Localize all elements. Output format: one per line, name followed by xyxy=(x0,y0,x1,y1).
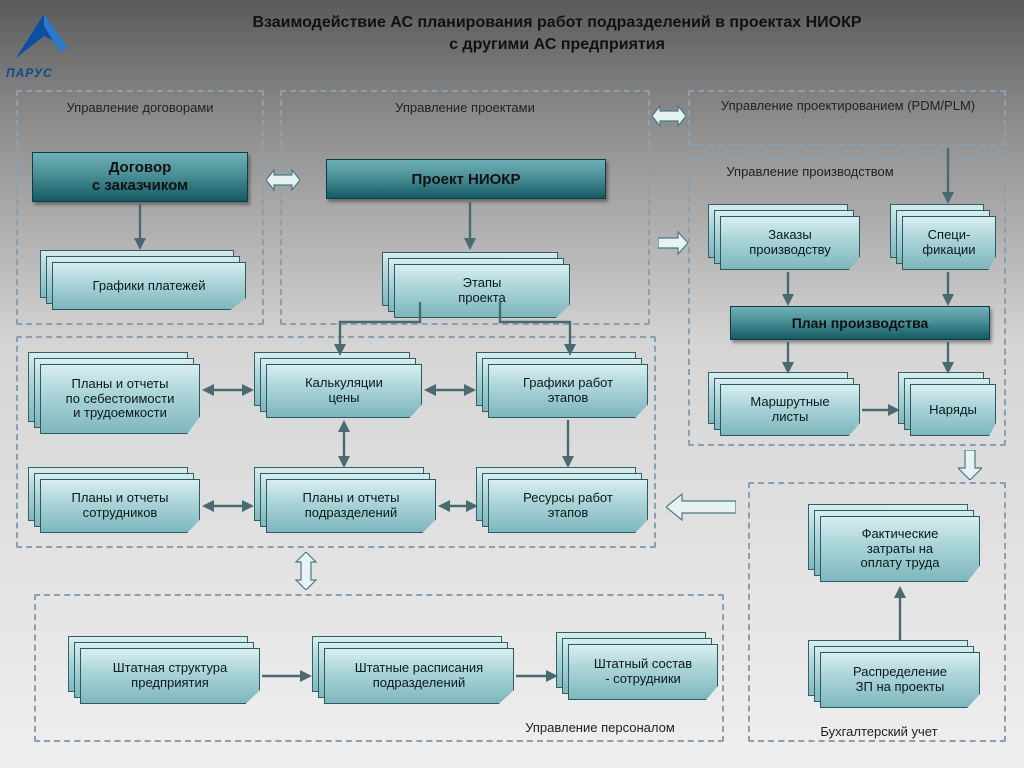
group-accounting-label: Бухгалтерский учет xyxy=(774,724,984,739)
node-work-orders: Наряды xyxy=(910,384,996,436)
node-staffing-schedules: Штатные расписания подразделений xyxy=(324,648,514,704)
arrow-deptplans-resources xyxy=(438,496,478,516)
arrow-structure-schedules xyxy=(262,666,312,686)
arrow-contract-to-payments xyxy=(130,204,150,250)
page-title: Взаимодействие АС планирования работ под… xyxy=(120,12,994,55)
logo-text: ПАРУС xyxy=(6,66,53,80)
arrow-stages-to-calc xyxy=(330,302,430,356)
node-staffing-schedules-text: Штатные расписания подразделений xyxy=(324,648,514,704)
arrow-salary-to-labor xyxy=(890,584,910,640)
node-payment-schedules-text: Графики платежей xyxy=(52,262,246,310)
node-specifications-text: Специ- фикации xyxy=(902,216,996,270)
arrow-costplans-calc xyxy=(202,380,254,400)
node-salary-allocation-text: Распределение ЗП на проекты xyxy=(820,652,980,708)
bigarrow-accounting-projects xyxy=(666,492,736,522)
node-actual-labor-cost-text: Фактические затраты на оплату труда xyxy=(820,516,980,582)
node-orders-production-text: Заказы производству xyxy=(720,216,860,270)
node-project-niokr: Проект НИОКР xyxy=(326,159,606,199)
group-projects-label: Управление проектами xyxy=(300,100,630,115)
arrow-design-to-specs xyxy=(938,148,958,204)
group-contracts-label: Управление договорами xyxy=(30,100,250,115)
node-route-sheets-text: Маршрутные листы xyxy=(720,384,860,436)
node-staff-composition: Штатный состав - сотрудники xyxy=(568,644,718,700)
arrow-orders-to-plan xyxy=(778,272,798,306)
arrow-routes-to-orderswork xyxy=(862,400,900,420)
arrow-stagework-to-resources xyxy=(558,420,578,468)
bigarrow-projects-hr xyxy=(292,552,320,590)
arrow-project-to-stages xyxy=(460,202,480,250)
node-salary-allocation: Распределение ЗП на проекты xyxy=(820,652,980,708)
arrow-calc-stagework xyxy=(424,380,476,400)
arrow-staffplans-deptplans xyxy=(202,496,254,516)
node-staff-structure-text: Штатная структура предприятия xyxy=(80,648,260,704)
node-staff-composition-text: Штатный состав - сотрудники xyxy=(568,644,718,700)
bigarrow-manufacturing-accounting xyxy=(958,450,982,480)
node-production-plan: План производства xyxy=(730,306,990,340)
arrow-stages-to-stagework xyxy=(490,302,590,356)
bigarrow-projects-design xyxy=(652,102,686,130)
title-line1: Взаимодействие АС планирования работ под… xyxy=(252,14,861,31)
node-staff-structure: Штатная структура предприятия xyxy=(80,648,260,704)
arrow-plan-to-routes xyxy=(778,342,798,374)
title-line2: с другими АС предприятия xyxy=(449,36,665,53)
node-specifications: Специ- фикации xyxy=(902,216,996,270)
arrow-plan-to-orderswork xyxy=(938,342,958,374)
logo xyxy=(8,8,80,68)
arrow-schedules-composition xyxy=(516,666,558,686)
node-payment-schedules: Графики платежей xyxy=(52,262,246,310)
bigarrow-projects-manufacturing xyxy=(658,230,688,256)
group-manufacturing-label: Управление производством xyxy=(700,164,920,179)
node-work-orders-text: Наряды xyxy=(910,384,996,436)
node-contract-customer: Договор с заказчиком xyxy=(32,152,248,202)
group-design-label: Управление проектированием (PDM/PLM) xyxy=(698,98,998,114)
diagram-canvas: Управление договорами Договор с заказчик… xyxy=(10,84,1014,758)
node-actual-labor-cost: Фактические затраты на оплату труда xyxy=(820,516,980,582)
arrow-specs-to-plan xyxy=(938,272,958,306)
node-route-sheets: Маршрутные листы xyxy=(720,384,860,436)
arrow-calc-to-deptplans xyxy=(334,420,354,468)
node-orders-production: Заказы производству xyxy=(720,216,860,270)
group-hr-label: Управление персоналом xyxy=(490,720,710,735)
bigarrow-contracts-projects xyxy=(266,166,300,194)
